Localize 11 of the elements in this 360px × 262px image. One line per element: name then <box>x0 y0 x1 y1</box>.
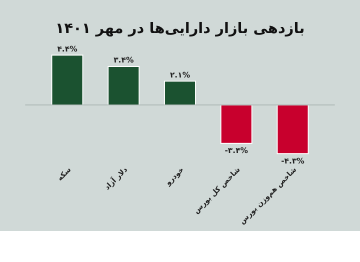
bar <box>220 104 252 144</box>
data-label: -۴.۳% <box>281 156 305 166</box>
bar <box>108 66 140 106</box>
data-label: ۳.۴% <box>114 56 134 65</box>
bar <box>164 80 196 106</box>
bar <box>51 54 84 106</box>
data-label: -۳.۴% <box>224 146 248 156</box>
data-label: ۴.۴% <box>57 44 78 54</box>
chart-title: بازدهی بازار دارایی‌ها در مهر ۱۴۰۱ <box>55 20 305 37</box>
bar <box>276 104 309 154</box>
data-label: ۲.۱% <box>170 70 190 80</box>
